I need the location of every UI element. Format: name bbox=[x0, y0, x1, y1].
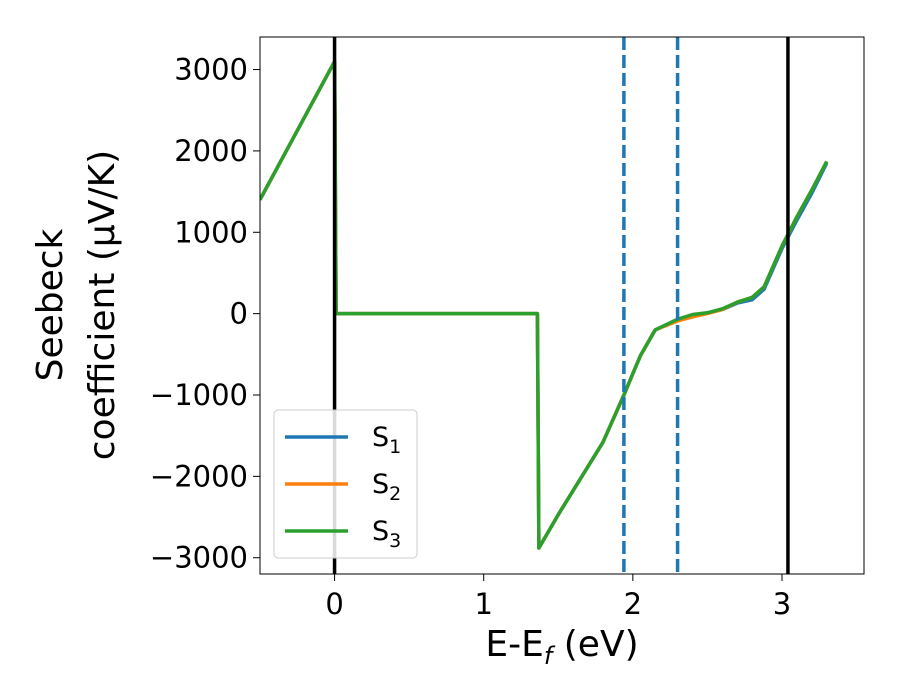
x-axis-title-main: E-E bbox=[485, 624, 543, 665]
ticks-layer: 0 1 2 3 3000 2000 1000 0 −1000 −2000 −3000 bbox=[150, 53, 791, 621]
y-tick-label: 3000 bbox=[174, 53, 248, 87]
x-axis-title-unit: (eV) bbox=[552, 624, 638, 665]
y-tick-label: 2000 bbox=[174, 134, 248, 168]
x-axis-title: E-Ef (eV) bbox=[485, 624, 638, 670]
plot-lines-layer bbox=[260, 37, 829, 574]
x-tick-label: 2 bbox=[624, 587, 642, 621]
legend: S1 S2 S3 bbox=[273, 409, 418, 559]
legend-items: S1 S2 S3 bbox=[285, 422, 401, 552]
y-tick-label: 0 bbox=[230, 297, 248, 331]
x-tick-label: 3 bbox=[773, 587, 791, 621]
plot-frame bbox=[259, 36, 865, 575]
y-axis-title-line2: coefficient (μV/K) bbox=[82, 150, 123, 460]
legend-label-s2: S2 bbox=[372, 469, 401, 505]
legend-label-s1: S1 bbox=[372, 422, 401, 458]
legend-label-s3: S3 bbox=[372, 516, 401, 552]
x-tick-label: 1 bbox=[474, 587, 492, 621]
y-tick-label: −1000 bbox=[150, 378, 248, 412]
x-tick-label: 0 bbox=[325, 587, 343, 621]
y-tick-label: −3000 bbox=[150, 541, 248, 575]
y-tick-label: 1000 bbox=[174, 215, 248, 249]
y-axis-title: Seebeck coefficient (μV/K) bbox=[30, 150, 123, 460]
y-tick-label: −2000 bbox=[150, 459, 248, 493]
y-axis-title-line1: Seebeck bbox=[30, 228, 71, 381]
